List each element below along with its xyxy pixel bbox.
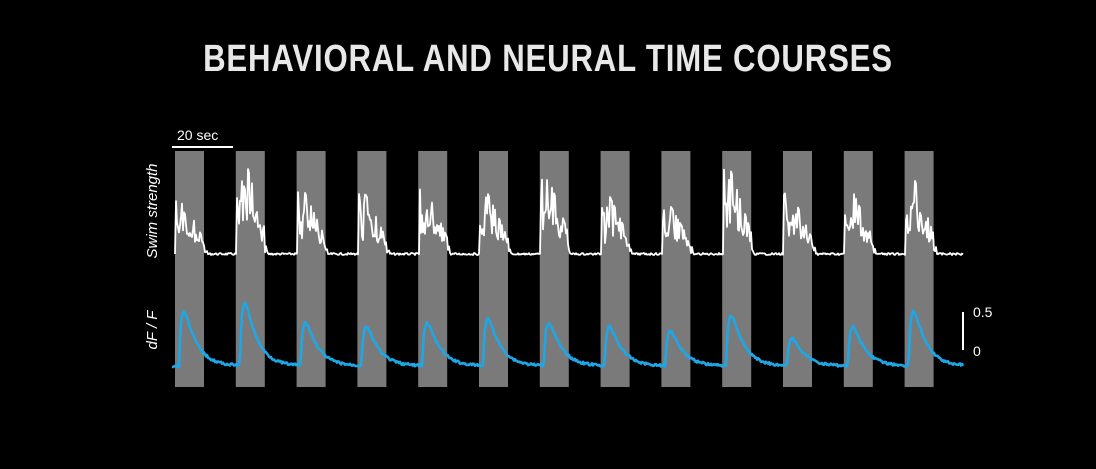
swim-strength-trace — [174, 168, 964, 256]
time-scale-bar-label: 20 sec — [177, 127, 218, 143]
dff-scale-tick-low: 0 — [973, 343, 981, 359]
dff-label: dF / F — [144, 310, 161, 350]
dff-scale-tick-high: 0.5 — [973, 304, 993, 320]
swim-strength-label: Swim strength — [144, 163, 161, 258]
slide-title: BEHAVIORAL AND NEURAL TIME COURSES — [203, 38, 893, 80]
traces — [171, 168, 965, 369]
dff-trace — [171, 301, 965, 369]
stimulus-bands — [175, 151, 934, 387]
